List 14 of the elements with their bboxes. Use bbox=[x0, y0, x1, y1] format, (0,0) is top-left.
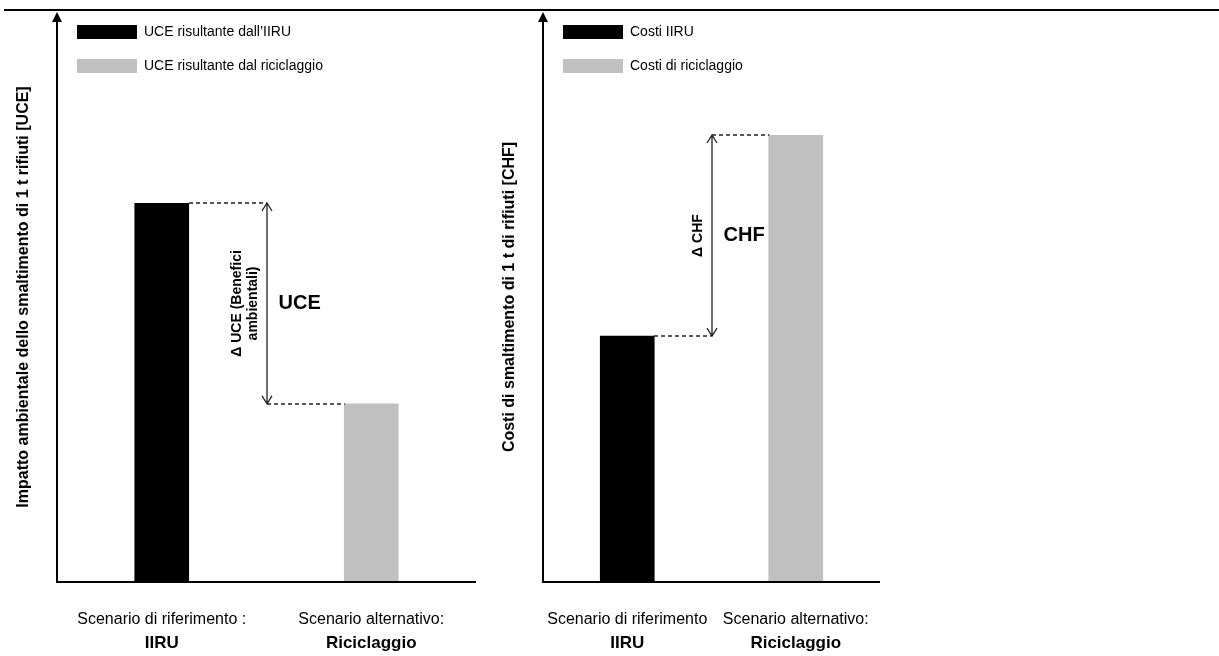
annotation: Δ UCE (Benefici ambientali) bbox=[227, 250, 260, 357]
x-tick-label: Scenario alternativo: Riciclaggio bbox=[722, 610, 869, 652]
annotation: CHF bbox=[723, 223, 765, 246]
legend-label: Costi di riciclaggio bbox=[630, 56, 744, 73]
x-tick-label: Scenario di riferimento : IIRU bbox=[77, 610, 247, 652]
legend-label: UCE risultante dall’IIRU bbox=[144, 22, 292, 39]
x-tick-label: Scenario di riferimento IIRU bbox=[547, 610, 708, 652]
y-axis-title: Costi di smaltimento di 1 t di rifiuti [CHF] bbox=[500, 141, 518, 453]
annotation: UCE bbox=[278, 290, 321, 313]
annotation: Δ CHF bbox=[688, 213, 705, 257]
legend-label: UCE risultante dal riciclaggio bbox=[144, 56, 324, 73]
x-tick-label: Scenario alternativo: Riciclaggio bbox=[298, 610, 445, 652]
legend-label: Costi IIRU bbox=[630, 22, 694, 39]
y-axis-title: Impatto ambientale dello smaltimento di 1 t rifiuti [UCE] bbox=[14, 86, 32, 508]
